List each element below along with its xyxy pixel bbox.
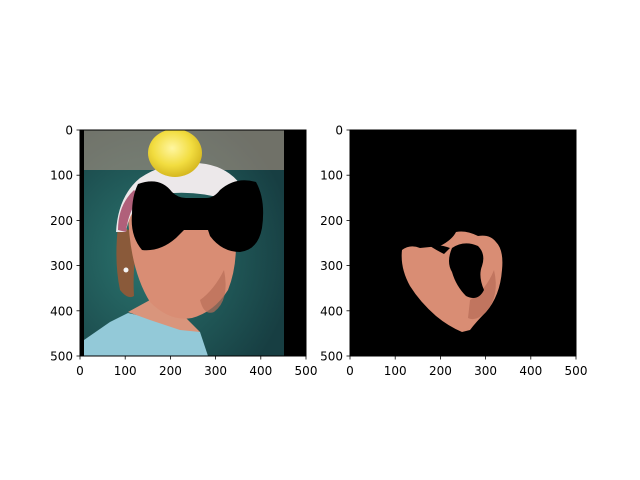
left-image-padding: [284, 130, 306, 356]
shoulder-shape: [128, 300, 200, 332]
right-y-tick-label: 0: [335, 124, 343, 138]
left-axes-frame: [79, 129, 307, 357]
left-x-tick-label: 200: [159, 364, 182, 378]
right-y-tick-label: 300: [320, 259, 343, 273]
tennis-ball: [148, 130, 202, 177]
right-axes-frame: [349, 129, 577, 357]
left-y-tick-label: 0: [65, 124, 73, 138]
right-y-tick-label: 100: [320, 169, 343, 183]
shirt-shape: [84, 313, 208, 356]
face-mask: [131, 180, 264, 252]
left-y-tick-label: 300: [50, 259, 73, 273]
right-x-tick-label: 100: [384, 364, 407, 378]
left-x-tick-label: 300: [204, 364, 227, 378]
left-x-tick-label: 100: [114, 364, 137, 378]
cap-shape: [116, 162, 240, 232]
right-x-tick-label: 500: [565, 364, 588, 378]
left-x-tick-label: 0: [76, 364, 84, 378]
left-y-tick-label: 500: [50, 350, 73, 364]
right-image: [350, 130, 576, 356]
left-y-tick-label: 400: [50, 304, 73, 318]
right-y-tick-label: 500: [320, 350, 343, 364]
segmentation-hole: [449, 243, 484, 298]
left-x-tick-label: 500: [295, 364, 318, 378]
right-x-tick-label: 0: [346, 364, 354, 378]
segmentation-notch: [430, 245, 450, 254]
right-x-tick-label: 400: [519, 364, 542, 378]
left-x-tick-label: 400: [249, 364, 272, 378]
left-y-tick-label: 200: [50, 214, 73, 228]
left-image-left-edge: [80, 130, 84, 356]
right-x-tick-label: 200: [429, 364, 452, 378]
face-shadow: [200, 270, 226, 313]
segmented-face-shadow: [468, 270, 496, 320]
right-x-tick-label: 300: [474, 364, 497, 378]
left-image: [80, 130, 306, 356]
right-y-tick-label: 400: [320, 304, 343, 318]
left-y-tick-label: 100: [50, 169, 73, 183]
right-y-tick-label: 200: [320, 214, 343, 228]
earring: [123, 267, 129, 273]
